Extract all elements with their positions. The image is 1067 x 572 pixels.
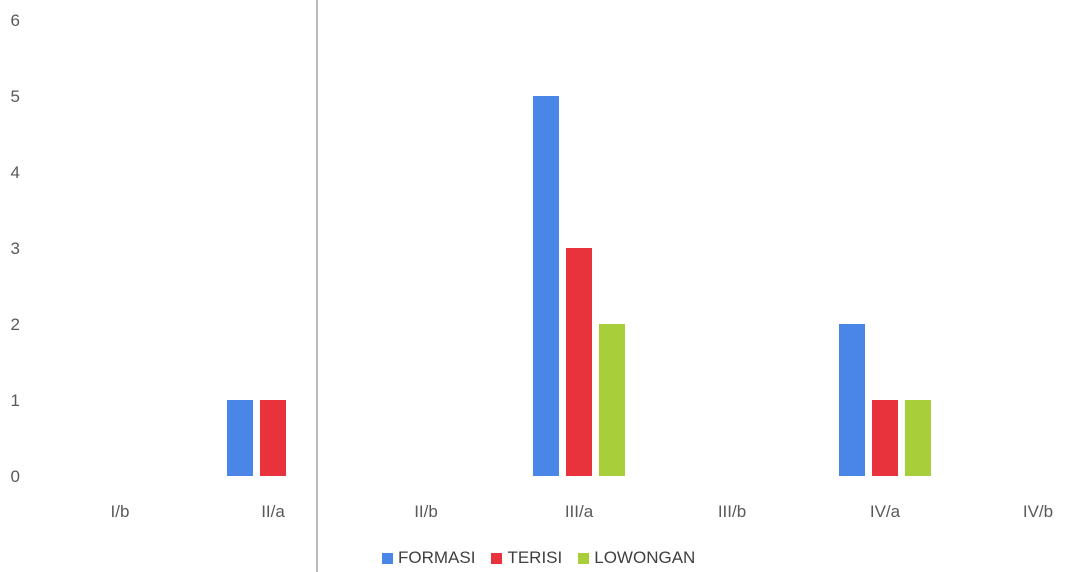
chart-legend: FORMASI TERISI LOWONGAN — [382, 548, 695, 568]
x-axis-ticks: I/b II/a II/b III/a III/b IV/a IV/b — [111, 502, 1054, 521]
x-tick-label: I/b — [111, 502, 130, 521]
x-tick-label: IV/a — [870, 502, 901, 521]
y-tick-label: 3 — [11, 239, 20, 258]
bar-formasi-ii-a — [227, 400, 253, 476]
bar-terisi-iv-a — [872, 400, 898, 476]
x-tick-label: III/b — [718, 502, 746, 521]
y-tick-label: 0 — [11, 467, 20, 486]
bar-lowongan-iii-a — [599, 324, 625, 476]
legend-swatch-lowongan — [578, 552, 590, 564]
bar-terisi-iii-a — [566, 248, 592, 476]
bars-group — [227, 96, 931, 476]
y-axis-ticks: 0 1 2 3 4 5 6 — [11, 11, 20, 486]
bar-formasi-iii-a — [533, 96, 559, 476]
legend-swatch-formasi — [382, 552, 393, 564]
y-tick-label: 1 — [11, 391, 20, 410]
y-tick-label: 5 — [11, 87, 20, 106]
legend-label-terisi: TERISI — [507, 548, 563, 567]
legend-item-lowongan: LOWONGAN — [578, 548, 695, 568]
y-tick-label: 4 — [11, 163, 20, 182]
y-tick-label: 2 — [11, 315, 20, 334]
bar-formasi-iv-a — [839, 324, 865, 476]
legend-label-formasi: FORMASI — [398, 548, 476, 567]
y-tick-label: 6 — [11, 11, 20, 30]
legend-item-terisi: TERISI — [491, 548, 562, 568]
x-tick-label: II/a — [261, 502, 285, 521]
bar-terisi-ii-a — [260, 400, 286, 476]
x-tick-label: IV/b — [1023, 502, 1053, 521]
legend-swatch-terisi — [491, 552, 503, 564]
bar-lowongan-iv-a — [905, 400, 931, 476]
legend-label-lowongan: LOWONGAN — [594, 548, 696, 567]
legend-item-formasi: FORMASI — [382, 548, 475, 568]
x-tick-label: III/a — [565, 502, 594, 521]
x-tick-label: II/b — [414, 502, 438, 521]
